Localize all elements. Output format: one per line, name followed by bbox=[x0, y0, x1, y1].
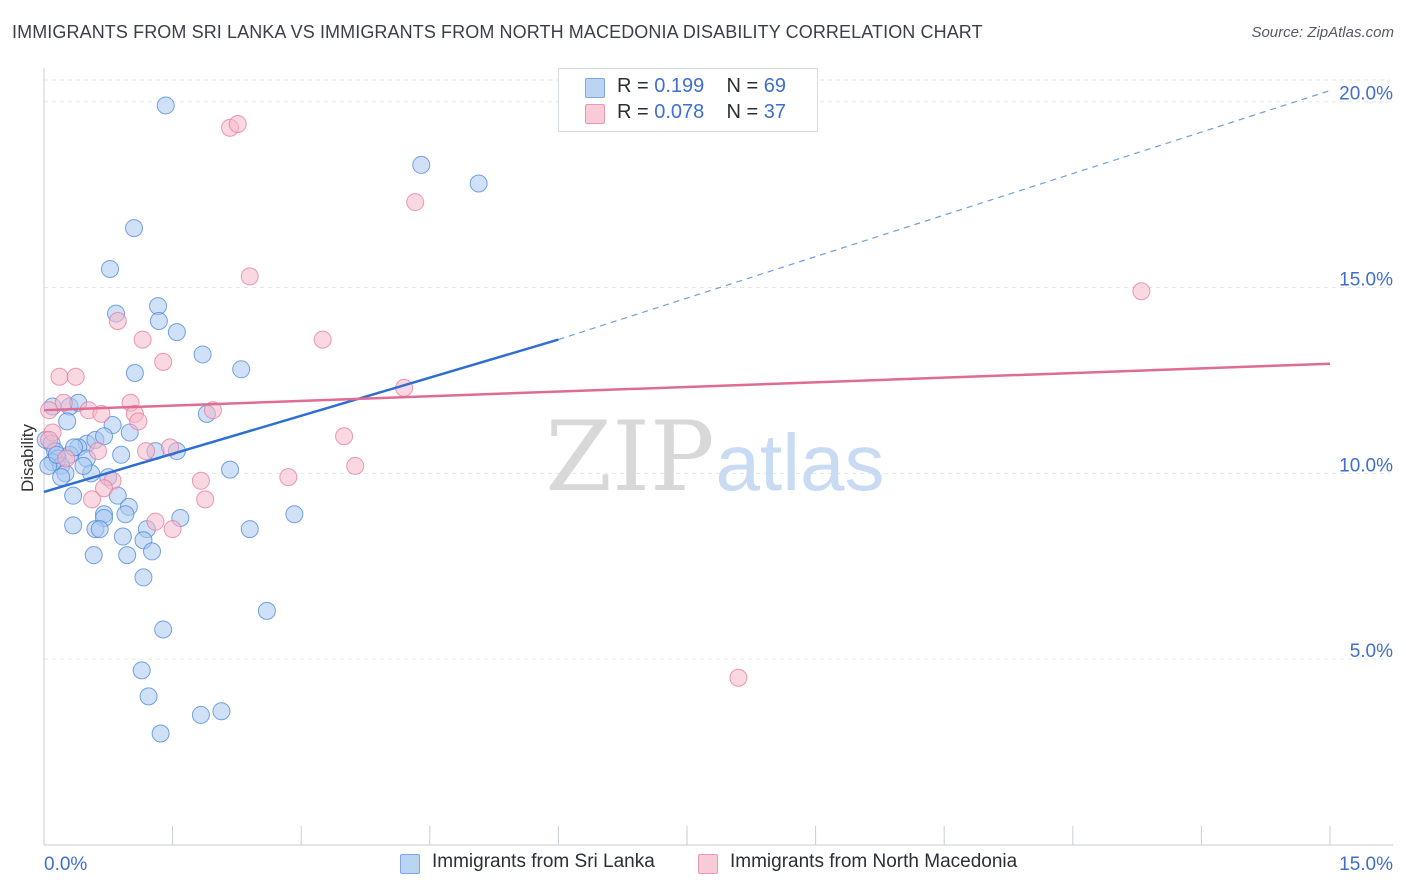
point-sri-lanka bbox=[221, 460, 240, 479]
point-north-macedonia bbox=[83, 490, 102, 509]
point-sri-lanka bbox=[149, 311, 168, 330]
correlation-legend: R = 0.199 N = 69 R = 0.078 N = 37 bbox=[558, 68, 818, 132]
point-sri-lanka bbox=[154, 620, 173, 639]
point-sri-lanka bbox=[84, 546, 103, 565]
point-north-macedonia bbox=[95, 479, 114, 498]
point-sri-lanka bbox=[143, 542, 162, 561]
point-north-macedonia bbox=[50, 367, 69, 386]
bottom-legend-label-sri-lanka: Immigrants from Sri Lanka bbox=[432, 851, 655, 872]
point-sri-lanka bbox=[193, 345, 212, 364]
x-tick-label: 0.0% bbox=[44, 854, 87, 875]
chart-title: IMMIGRANTS FROM SRI LANKA VS IMMIGRANTS … bbox=[12, 22, 983, 42]
point-north-macedonia bbox=[279, 468, 298, 487]
point-sri-lanka bbox=[139, 687, 158, 706]
bottom-legend-label-north-macedonia: Immigrants from North Macedonia bbox=[730, 851, 1018, 872]
point-north-macedonia bbox=[196, 490, 215, 509]
point-sri-lanka bbox=[167, 323, 186, 342]
point-sri-lanka bbox=[125, 364, 144, 383]
watermark-atlas: atlas bbox=[716, 418, 885, 507]
y-tick-label: 5.0% bbox=[1350, 641, 1393, 662]
point-sri-lanka bbox=[90, 520, 109, 539]
point-sri-lanka bbox=[112, 445, 131, 464]
watermark: ZIP atlas bbox=[545, 401, 884, 513]
point-north-macedonia bbox=[40, 430, 59, 449]
point-north-macedonia bbox=[191, 471, 210, 490]
x-tick-label: 15.0% bbox=[1339, 854, 1393, 875]
point-sri-lanka bbox=[232, 360, 251, 379]
point-sri-lanka bbox=[64, 486, 83, 505]
tick-labels: 5.0% 10.0% 15.0% 20.0% 0.0% 15.0% bbox=[44, 84, 1393, 875]
point-sri-lanka bbox=[113, 527, 132, 546]
legend-text-sri-lanka: R = 0.199 N = 69 bbox=[617, 75, 787, 97]
point-north-macedonia bbox=[729, 668, 748, 687]
point-sri-lanka bbox=[64, 516, 83, 535]
point-sri-lanka bbox=[116, 505, 135, 524]
point-sri-lanka bbox=[212, 702, 231, 721]
point-north-macedonia bbox=[108, 311, 127, 330]
point-north-macedonia bbox=[133, 330, 152, 349]
point-north-macedonia bbox=[203, 401, 222, 420]
point-north-macedonia bbox=[313, 330, 332, 349]
point-north-macedonia bbox=[146, 512, 165, 531]
trend-lines bbox=[43, 90, 1331, 494]
source-label: Source: ZipAtlas.com bbox=[1251, 24, 1394, 41]
point-north-macedonia bbox=[89, 442, 108, 461]
point-north-macedonia bbox=[137, 442, 156, 461]
point-north-macedonia bbox=[54, 393, 73, 412]
point-north-macedonia bbox=[406, 193, 425, 212]
point-north-macedonia bbox=[92, 404, 111, 423]
point-north-macedonia bbox=[66, 367, 85, 386]
point-sri-lanka bbox=[118, 546, 137, 565]
point-sri-lanka bbox=[58, 412, 77, 431]
point-sri-lanka bbox=[191, 705, 210, 724]
axes bbox=[43, 68, 1393, 846]
legend-text-north-macedonia: R = 0.078 N = 37 bbox=[617, 101, 787, 123]
legend-swatch-north-macedonia bbox=[585, 104, 605, 124]
point-sri-lanka bbox=[125, 219, 144, 238]
point-sri-lanka bbox=[240, 520, 259, 539]
point-sri-lanka bbox=[285, 505, 304, 524]
point-north-macedonia bbox=[163, 520, 182, 539]
legend-swatch-sri-lanka bbox=[585, 78, 605, 98]
trend-line-sri-lanka-extension bbox=[558, 90, 1331, 341]
y-tick-label: 20.0% bbox=[1339, 84, 1393, 105]
trend-line-sri-lanka bbox=[43, 338, 559, 494]
data-points bbox=[36, 96, 1151, 743]
y-tick-label: 10.0% bbox=[1339, 455, 1393, 476]
point-sri-lanka bbox=[52, 468, 71, 487]
point-sri-lanka bbox=[134, 568, 153, 587]
point-sri-lanka bbox=[151, 724, 170, 743]
point-north-macedonia bbox=[154, 352, 173, 371]
point-north-macedonia bbox=[228, 115, 247, 134]
point-north-macedonia bbox=[1132, 282, 1151, 301]
bottom-legend-swatch-north-macedonia bbox=[698, 854, 718, 874]
point-sri-lanka bbox=[101, 259, 120, 278]
point-north-macedonia bbox=[346, 456, 365, 475]
point-north-macedonia bbox=[57, 449, 76, 468]
point-sri-lanka bbox=[132, 661, 151, 680]
y-axis-label: Disability bbox=[18, 423, 37, 492]
point-north-macedonia bbox=[129, 412, 148, 431]
y-tick-label: 15.0% bbox=[1339, 270, 1393, 291]
point-sri-lanka bbox=[156, 96, 175, 115]
point-sri-lanka bbox=[469, 174, 488, 193]
watermark-zip: ZIP bbox=[545, 401, 714, 513]
bottom-legend-swatch-sri-lanka bbox=[400, 854, 420, 874]
point-sri-lanka bbox=[257, 601, 276, 620]
point-north-macedonia bbox=[335, 427, 354, 446]
point-north-macedonia bbox=[240, 267, 259, 286]
trend-line-north-macedonia bbox=[43, 362, 1331, 412]
point-sri-lanka bbox=[412, 155, 431, 174]
point-sri-lanka bbox=[74, 456, 93, 475]
